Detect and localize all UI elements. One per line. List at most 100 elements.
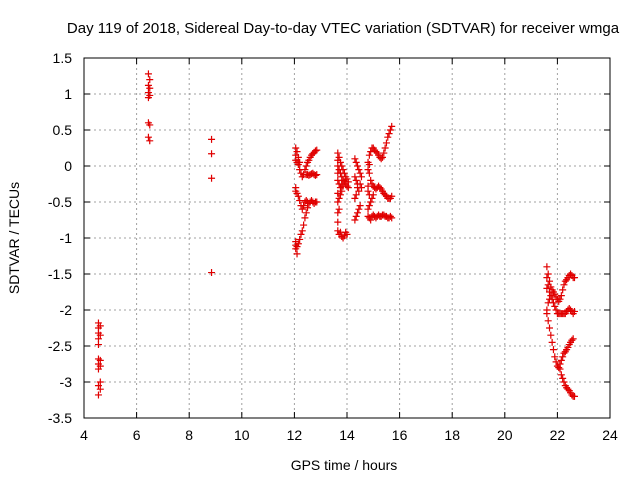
- data-point-marker: [334, 149, 342, 157]
- data-point-marker: [336, 158, 344, 166]
- data-point-marker: [301, 214, 309, 222]
- data-point-marker: [304, 204, 312, 212]
- y-tick-label: 0.5: [53, 122, 73, 138]
- data-point-marker: [351, 173, 359, 181]
- data-point-marker: [343, 230, 351, 238]
- x-tick-label: 4: [80, 427, 88, 443]
- data-point-marker: [96, 331, 104, 339]
- data-point-marker: [543, 310, 551, 318]
- data-point-marker: [552, 306, 560, 314]
- data-point-marker: [555, 364, 563, 372]
- data-point-marker: [96, 378, 104, 386]
- data-point-marker: [544, 270, 552, 278]
- x-tick-label: 10: [234, 427, 250, 443]
- data-point-marker: [293, 250, 301, 258]
- data-point-marker: [146, 76, 154, 84]
- data-point-marker: [381, 191, 389, 199]
- data-point-marker: [338, 187, 346, 195]
- x-tick-label: 14: [339, 427, 355, 443]
- x-tick-label: 24: [602, 427, 618, 443]
- data-point-marker: [557, 292, 565, 300]
- data-point-marker: [380, 149, 388, 157]
- data-point-marker: [334, 198, 342, 206]
- data-point-marker: [365, 161, 373, 169]
- data-point-marker: [549, 346, 557, 354]
- data-point-marker: [548, 338, 556, 346]
- data-point-marker: [146, 121, 154, 129]
- data-point-marker: [334, 209, 342, 217]
- data-point-marker: [364, 166, 372, 174]
- x-tick-label: 16: [392, 427, 408, 443]
- data-point-marker: [551, 302, 559, 310]
- data-point-marker: [338, 162, 346, 170]
- data-point-marker: [388, 122, 396, 130]
- data-point-marker: [543, 284, 551, 292]
- data-point-marker: [300, 221, 308, 229]
- y-tick-label: -2.5: [48, 338, 72, 354]
- y-tick-label: 0: [64, 158, 72, 174]
- chart-title: Day 119 of 2018, Sidereal Day-to-day VTE…: [67, 20, 620, 37]
- data-point-marker: [367, 216, 375, 224]
- data-point-marker: [294, 240, 302, 248]
- data-point-marker: [297, 230, 305, 238]
- data-point-marker: [570, 307, 578, 315]
- data-point-marker: [94, 391, 102, 399]
- y-tick-label: 1.5: [53, 50, 73, 66]
- y-tick-label: 1: [64, 86, 72, 102]
- y-tick-label: -2: [60, 302, 73, 318]
- data-point-marker: [302, 209, 310, 217]
- data-point-marker: [356, 202, 364, 210]
- data-point-marker: [559, 286, 567, 294]
- data-point-marker: [344, 184, 352, 192]
- data-point-marker: [96, 362, 104, 370]
- data-point-marker: [146, 91, 154, 99]
- data-point-marker: [386, 212, 394, 220]
- data-point-marker: [569, 335, 577, 343]
- data-point-marker: [94, 382, 102, 390]
- data-point-marker: [365, 169, 373, 177]
- data-point-marker: [379, 153, 387, 161]
- data-point-marker: [96, 322, 104, 330]
- data-point-marker: [355, 187, 363, 195]
- data-point-marker: [351, 216, 359, 224]
- data-point-marker: [298, 205, 306, 213]
- data-point-marker: [355, 166, 363, 174]
- data-point-marker: [544, 317, 552, 325]
- data-point-marker: [367, 176, 375, 184]
- data-point-marker: [381, 144, 389, 152]
- data-point-marker: [146, 137, 154, 145]
- x-axis-label: GPS time / hours: [291, 457, 398, 473]
- data-point-marker: [334, 218, 342, 226]
- data-point-marker: [313, 198, 321, 206]
- x-tick-label: 18: [444, 427, 460, 443]
- data-point-marker: [292, 144, 300, 152]
- data-point-marker: [208, 135, 216, 143]
- data-point-marker: [336, 191, 344, 199]
- data-point-marker: [208, 150, 216, 158]
- data-point-marker: [208, 174, 216, 182]
- data-point-marker: [365, 202, 373, 210]
- data-point-marker: [368, 194, 376, 202]
- gridlines: [84, 58, 610, 418]
- data-point-marker: [354, 162, 362, 170]
- data-point-marker: [300, 202, 308, 210]
- data-point-marker: [146, 84, 154, 92]
- data-point-marker: [369, 191, 377, 199]
- data-point-marker: [94, 341, 102, 349]
- data-point-marker: [568, 336, 576, 344]
- y-tick-label: -1.5: [48, 266, 72, 282]
- y-tick-label: -3.5: [48, 410, 72, 426]
- data-point-marker: [560, 378, 568, 386]
- data-points: [94, 70, 578, 400]
- x-tick-label: 6: [133, 427, 141, 443]
- data-point-marker: [357, 184, 365, 192]
- y-tick-label: -0.5: [48, 194, 72, 210]
- data-point-marker: [302, 162, 310, 170]
- data-point-marker: [547, 292, 555, 300]
- data-point-marker: [549, 299, 557, 307]
- data-point-marker: [546, 324, 554, 332]
- data-point-marker: [557, 356, 565, 364]
- data-point-marker: [293, 148, 301, 156]
- data-point-marker: [556, 295, 564, 303]
